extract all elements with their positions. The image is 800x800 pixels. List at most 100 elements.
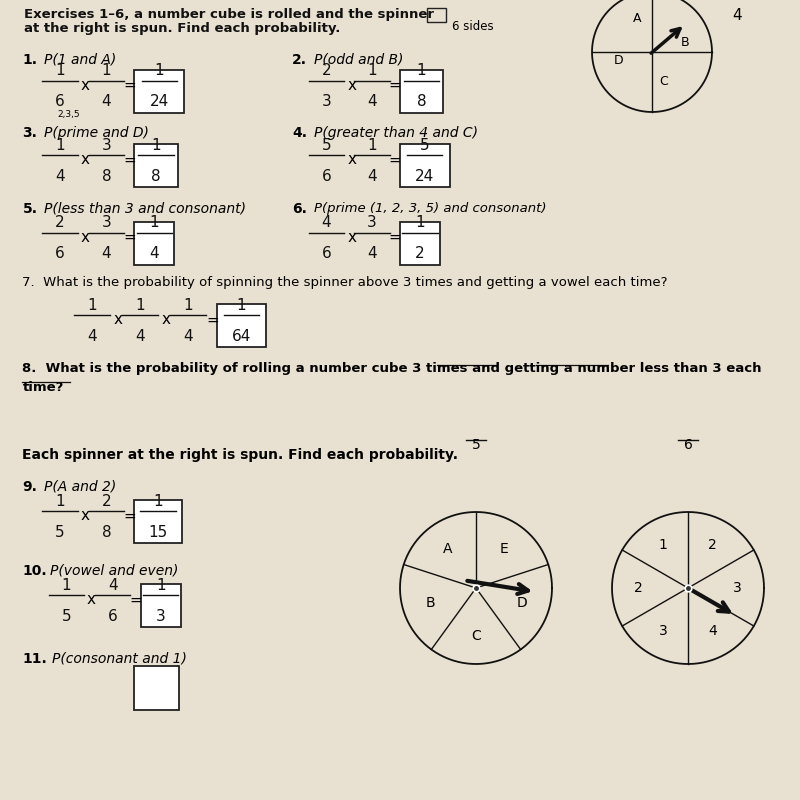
FancyBboxPatch shape bbox=[217, 304, 266, 347]
Text: 4: 4 bbox=[367, 246, 377, 262]
Text: 1: 1 bbox=[153, 494, 163, 509]
Text: x: x bbox=[80, 230, 90, 245]
Text: 5: 5 bbox=[472, 438, 480, 452]
Text: P(prime (1, 2, 3, 5) and consonant): P(prime (1, 2, 3, 5) and consonant) bbox=[314, 202, 546, 214]
Text: 1: 1 bbox=[415, 215, 425, 230]
Text: 15: 15 bbox=[148, 525, 168, 540]
Text: 7.  What is the probability of spinning the spinner above 3 times and getting a : 7. What is the probability of spinning t… bbox=[22, 276, 668, 289]
Text: P(A and 2): P(A and 2) bbox=[44, 480, 116, 494]
Text: 6: 6 bbox=[55, 246, 65, 262]
Text: 1: 1 bbox=[55, 494, 65, 509]
Text: 4: 4 bbox=[150, 246, 159, 262]
Text: 6: 6 bbox=[108, 609, 118, 624]
Text: P(prime and D): P(prime and D) bbox=[44, 126, 149, 139]
Text: 9.: 9. bbox=[22, 480, 38, 494]
FancyBboxPatch shape bbox=[134, 144, 178, 187]
Text: 1: 1 bbox=[156, 578, 166, 593]
Text: 3: 3 bbox=[322, 94, 331, 110]
Text: P(greater than 4 and C): P(greater than 4 and C) bbox=[314, 126, 478, 139]
Text: 11.: 11. bbox=[22, 652, 47, 666]
Text: P(less than 3 and consonant): P(less than 3 and consonant) bbox=[44, 202, 246, 215]
Text: 4: 4 bbox=[55, 169, 65, 184]
Text: 3: 3 bbox=[156, 609, 166, 624]
Text: x: x bbox=[347, 153, 357, 167]
Text: A: A bbox=[634, 13, 642, 26]
Text: E: E bbox=[500, 542, 509, 556]
FancyBboxPatch shape bbox=[400, 222, 440, 265]
Text: 8: 8 bbox=[102, 169, 111, 184]
Text: =: = bbox=[389, 78, 402, 93]
FancyBboxPatch shape bbox=[400, 70, 443, 113]
Text: 4: 4 bbox=[367, 169, 377, 184]
Text: P(1 and A): P(1 and A) bbox=[44, 53, 116, 66]
Text: A: A bbox=[443, 542, 453, 556]
Text: 2: 2 bbox=[322, 63, 331, 78]
Text: C: C bbox=[660, 75, 668, 89]
Text: =: = bbox=[123, 509, 136, 523]
Text: 4: 4 bbox=[367, 94, 377, 110]
Text: 1: 1 bbox=[367, 138, 377, 153]
Text: 3: 3 bbox=[102, 215, 111, 230]
FancyBboxPatch shape bbox=[134, 222, 174, 265]
Text: 4: 4 bbox=[102, 246, 111, 262]
Text: =: = bbox=[130, 593, 142, 607]
Text: 8.  What is the probability of rolling a number cube 3 times and getting a numbe: 8. What is the probability of rolling a … bbox=[22, 362, 762, 374]
Text: 1: 1 bbox=[659, 538, 668, 552]
Text: 4: 4 bbox=[87, 329, 97, 344]
Text: 8: 8 bbox=[151, 169, 161, 184]
Text: Each spinner at the right is spun. Find each probability.: Each spinner at the right is spun. Find … bbox=[22, 448, 458, 462]
Text: 2.: 2. bbox=[292, 53, 307, 66]
Text: 4: 4 bbox=[708, 624, 717, 638]
Text: 1: 1 bbox=[62, 578, 71, 593]
Text: 24: 24 bbox=[415, 169, 434, 184]
Text: =: = bbox=[123, 230, 136, 245]
FancyBboxPatch shape bbox=[134, 666, 179, 710]
FancyBboxPatch shape bbox=[141, 584, 181, 627]
Text: D: D bbox=[614, 54, 624, 67]
Text: =: = bbox=[123, 78, 136, 93]
Text: 3: 3 bbox=[733, 581, 742, 595]
Text: 1: 1 bbox=[55, 138, 65, 153]
Text: x: x bbox=[114, 313, 123, 327]
Text: 1.: 1. bbox=[22, 53, 38, 66]
Text: 2: 2 bbox=[634, 581, 643, 595]
Text: 8: 8 bbox=[417, 94, 426, 110]
Text: =: = bbox=[389, 153, 402, 167]
Text: 2: 2 bbox=[102, 494, 111, 509]
Text: 2: 2 bbox=[708, 538, 717, 552]
Text: 4: 4 bbox=[732, 9, 742, 23]
Text: 10.: 10. bbox=[22, 564, 47, 578]
Text: x: x bbox=[347, 78, 357, 93]
Text: 6: 6 bbox=[322, 169, 331, 184]
Text: time?: time? bbox=[22, 381, 64, 394]
Text: D: D bbox=[516, 596, 527, 610]
Text: 4: 4 bbox=[108, 578, 118, 593]
Text: x: x bbox=[347, 230, 357, 245]
Text: 1: 1 bbox=[237, 298, 246, 313]
Text: 1: 1 bbox=[55, 63, 65, 78]
Text: =: = bbox=[389, 230, 402, 245]
Text: 6: 6 bbox=[322, 246, 331, 262]
Text: B: B bbox=[681, 37, 690, 50]
Text: 1: 1 bbox=[87, 298, 97, 313]
Text: 1: 1 bbox=[154, 63, 164, 78]
Text: x: x bbox=[80, 509, 90, 523]
Text: 1: 1 bbox=[183, 298, 193, 313]
Text: =: = bbox=[123, 153, 136, 167]
FancyBboxPatch shape bbox=[134, 500, 182, 543]
Text: =: = bbox=[206, 313, 219, 327]
Text: 6 sides: 6 sides bbox=[452, 20, 494, 33]
Text: 2: 2 bbox=[55, 215, 65, 230]
Text: 4.: 4. bbox=[292, 126, 307, 139]
Text: 6: 6 bbox=[55, 94, 65, 110]
Text: at the right is spun. Find each probability.: at the right is spun. Find each probabil… bbox=[24, 22, 340, 34]
Text: 64: 64 bbox=[232, 329, 251, 344]
Text: 6.: 6. bbox=[292, 202, 307, 215]
Text: 3: 3 bbox=[102, 138, 111, 153]
Text: 5.: 5. bbox=[22, 202, 38, 215]
FancyBboxPatch shape bbox=[134, 70, 184, 113]
Text: 1: 1 bbox=[150, 215, 159, 230]
Text: 3: 3 bbox=[367, 215, 377, 230]
Text: 1: 1 bbox=[417, 63, 426, 78]
Text: 1: 1 bbox=[367, 63, 377, 78]
